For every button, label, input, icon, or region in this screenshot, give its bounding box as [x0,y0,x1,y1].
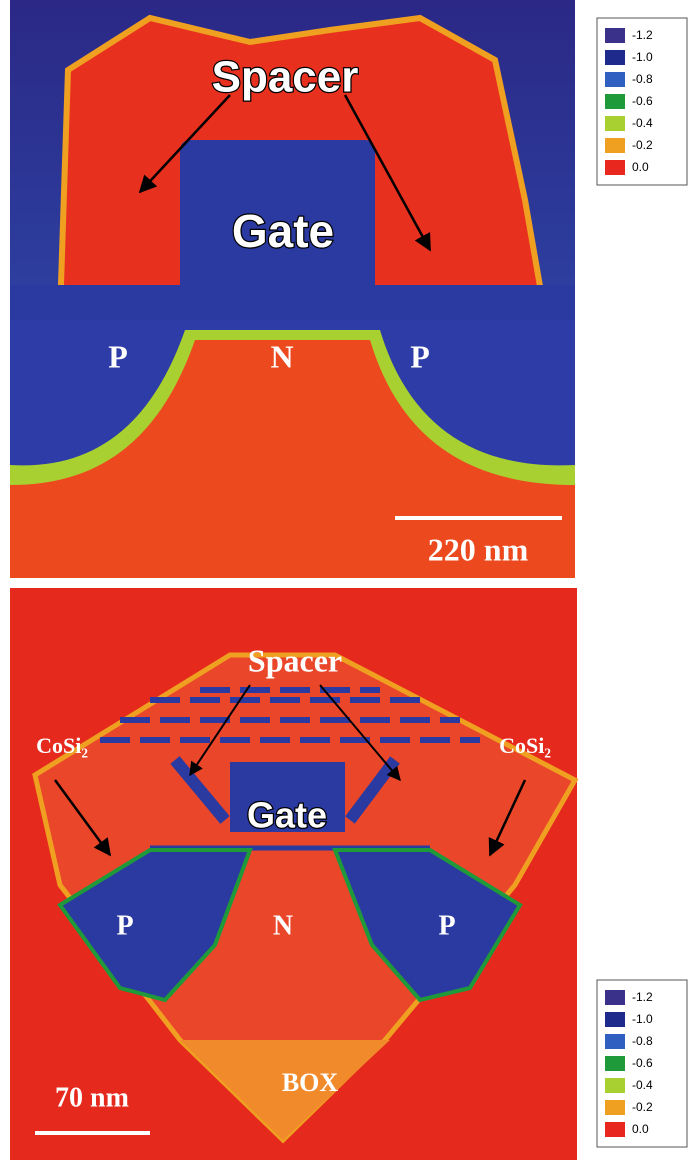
legend-label: -0.8 [632,1034,653,1048]
label-p: P [108,338,128,374]
label-p: P [116,910,133,941]
legend-label: -0.8 [632,72,653,86]
legend-label: -0.6 [632,1056,653,1070]
label-p: P [410,338,430,374]
legend-label: -1.0 [632,50,653,64]
legend-swatch [605,94,625,109]
legend-swatch [605,138,625,153]
legend-swatch [605,72,625,87]
panel-top: Spacer Gate P N P 220 nm [10,0,575,578]
legend-swatch [605,1034,625,1049]
legend-label: 0.0 [632,1122,649,1136]
label-p: P [438,910,455,941]
legend-swatch [605,1012,625,1027]
legend-label: -1.2 [632,28,653,42]
legend-label: 0.0 [632,160,649,174]
label-cosi2: CoSi₂ [36,733,88,758]
label-n: N [273,910,293,941]
legend-label: -0.2 [632,138,653,152]
legend-swatch [605,116,625,131]
legend-swatch [605,1100,625,1115]
scale-label: 70 nm [55,1082,129,1113]
legend-swatch [605,1122,625,1137]
legend-label: -1.2 [632,990,653,1004]
label-spacer: Spacer [248,642,342,678]
label-cosi2: CoSi₂ [499,733,551,758]
legend-label: -0.6 [632,94,653,108]
legend-swatch [605,1056,625,1071]
legend-label: -0.4 [632,116,653,130]
legend: -1.2 -1.0 -0.8 -0.6 -0.4 -0.2 0.0 [597,980,687,1147]
legend-swatch [605,28,625,43]
legend-label: -1.0 [632,1012,653,1026]
legend-label: -0.2 [632,1100,653,1114]
legend: -1.2 -1.0 -0.8 -0.6 -0.4 -0.2 0.0 [597,18,687,185]
panel-bottom: Spacer CoSi₂ CoSi₂ Gate P N P BOX 70 nm [10,588,577,1160]
legend-swatch [605,50,625,65]
legend-swatch [605,1078,625,1093]
legend-label: -0.4 [632,1078,653,1092]
label-gate: Gate [232,205,334,257]
scale-label: 220 nm [428,531,529,567]
legend-swatch [605,160,625,175]
legend-swatch [605,990,625,1005]
figure: Spacer Gate P N P 220 nm -1.2 -1.0 -0.8 -0.… [0,0,697,1163]
label-n: N [270,338,293,374]
label-gate: Gate [247,795,327,836]
label-box: BOX [282,1068,339,1097]
label-spacer: Spacer [212,53,359,102]
